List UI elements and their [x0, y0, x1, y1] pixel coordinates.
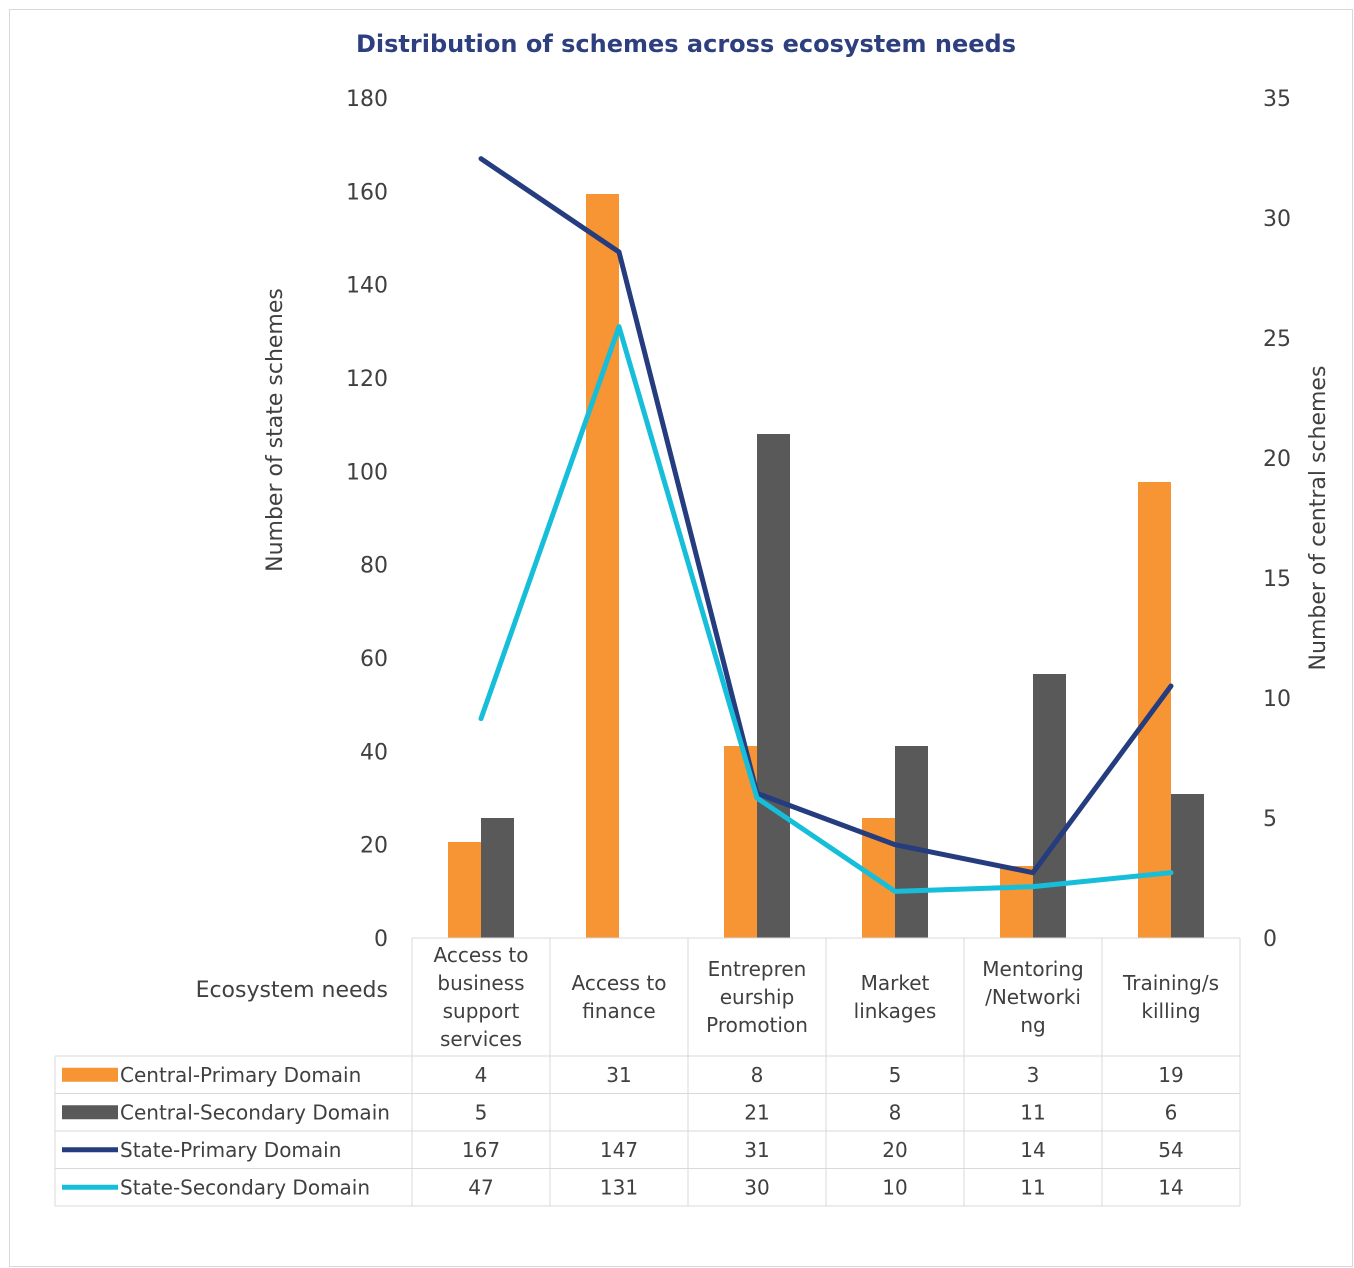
left-axis-tick-label: 40 — [360, 740, 388, 765]
legend-label: State-Secondary Domain — [120, 1175, 370, 1199]
legend-label: Central-Primary Domain — [120, 1063, 361, 1087]
left-axis-title: Number of state schemes — [263, 288, 288, 572]
data-table-value: 8 — [751, 1063, 764, 1087]
right-axis-tick-label: 30 — [1263, 207, 1291, 232]
right-axis-tick-label: 5 — [1263, 807, 1277, 832]
category-label: finance — [582, 999, 656, 1023]
category-label: Promotion — [706, 1013, 808, 1037]
category-label: Access to — [572, 971, 667, 995]
data-table-value: 54 — [1158, 1138, 1183, 1162]
category-label: /Networki — [985, 985, 1081, 1009]
left-axis-tick-label: 0 — [374, 927, 388, 952]
data-table-value: 31 — [744, 1138, 769, 1162]
left-axis-tick-label: 160 — [346, 180, 388, 205]
bar-central-primary-domain — [1000, 866, 1033, 938]
right-axis-tick-label: 25 — [1263, 327, 1291, 352]
category-label: support — [443, 999, 520, 1023]
chart-frame — [9, 9, 1353, 1267]
category-label: Entrepren — [708, 957, 807, 981]
data-table-value: 3 — [1027, 1063, 1040, 1087]
bar-central-secondary-domain — [757, 434, 790, 938]
legend-key-bar — [62, 1067, 118, 1082]
data-table-value: 6 — [1165, 1100, 1178, 1124]
left-axis-tick-label: 60 — [360, 647, 388, 672]
data-table-value: 11 — [1020, 1175, 1045, 1199]
left-axis-tick-label: 140 — [346, 274, 388, 299]
legend-key-bar — [62, 1105, 118, 1120]
right-axis-tick-label: 15 — [1263, 567, 1291, 592]
left-axis-tick-label: 20 — [360, 834, 388, 859]
left-axis-tick-label: 100 — [346, 460, 388, 485]
category-label: Access to — [434, 943, 529, 967]
data-table-value: 30 — [744, 1175, 769, 1199]
data-table-value: 147 — [600, 1138, 638, 1162]
data-table-value: 4 — [475, 1063, 488, 1087]
data-table-value: 31 — [606, 1063, 631, 1087]
category-label: services — [440, 1027, 522, 1051]
category-label: killing — [1141, 999, 1200, 1023]
category-label: Mentoring — [982, 957, 1083, 981]
right-axis-tick-label: 10 — [1263, 687, 1291, 712]
chart-title: Distribution of schemes across ecosystem… — [355, 30, 1017, 58]
category-label: eurship — [720, 985, 795, 1009]
bar-central-secondary-domain — [1033, 674, 1066, 938]
data-table-value: 47 — [468, 1175, 493, 1199]
line-state-secondary-domain — [478, 324, 1174, 894]
category-label: linkages — [854, 999, 937, 1023]
bar-central-secondary-domain — [1171, 794, 1204, 938]
data-table-value: 167 — [462, 1138, 500, 1162]
data-table-value: 19 — [1158, 1063, 1183, 1087]
line-state-primary-domain — [478, 156, 1174, 876]
category-label: ng — [1020, 1013, 1045, 1037]
legend-label: Central-Secondary Domain — [120, 1100, 390, 1124]
right-axis-tick-label: 0 — [1263, 927, 1277, 952]
category-label: business — [437, 971, 524, 995]
right-axis-tick-label: 20 — [1263, 447, 1291, 472]
legend-label: State-Primary Domain — [120, 1138, 341, 1162]
data-table-value: 8 — [889, 1100, 902, 1124]
data-table-value: 14 — [1158, 1175, 1183, 1199]
data-table-value: 131 — [600, 1175, 638, 1199]
data-table-value: 20 — [882, 1138, 907, 1162]
data-table-value: 14 — [1020, 1138, 1045, 1162]
bar-central-secondary-domain — [481, 818, 514, 938]
data-table-value: 21 — [744, 1100, 769, 1124]
left-axis-tick-label: 80 — [360, 554, 388, 579]
left-axis-tick-label: 180 — [346, 87, 388, 112]
left-axis-tick-label: 120 — [346, 367, 388, 392]
right-axis-title: Number of central schemes — [1306, 366, 1331, 671]
data-table-value: 10 — [882, 1175, 907, 1199]
bar-central-secondary-domain — [895, 746, 928, 938]
bar-central-primary-domain — [586, 194, 619, 938]
category-label: Training/s — [1122, 971, 1219, 995]
data-table-value: 11 — [1020, 1100, 1045, 1124]
right-axis-tick-label: 35 — [1263, 87, 1291, 112]
category-label: Market — [861, 971, 930, 995]
x-axis-title: Ecosystem needs — [196, 978, 388, 1003]
bar-central-primary-domain — [448, 842, 481, 938]
data-table-value: 5 — [889, 1063, 902, 1087]
data-table-value: 5 — [475, 1100, 488, 1124]
